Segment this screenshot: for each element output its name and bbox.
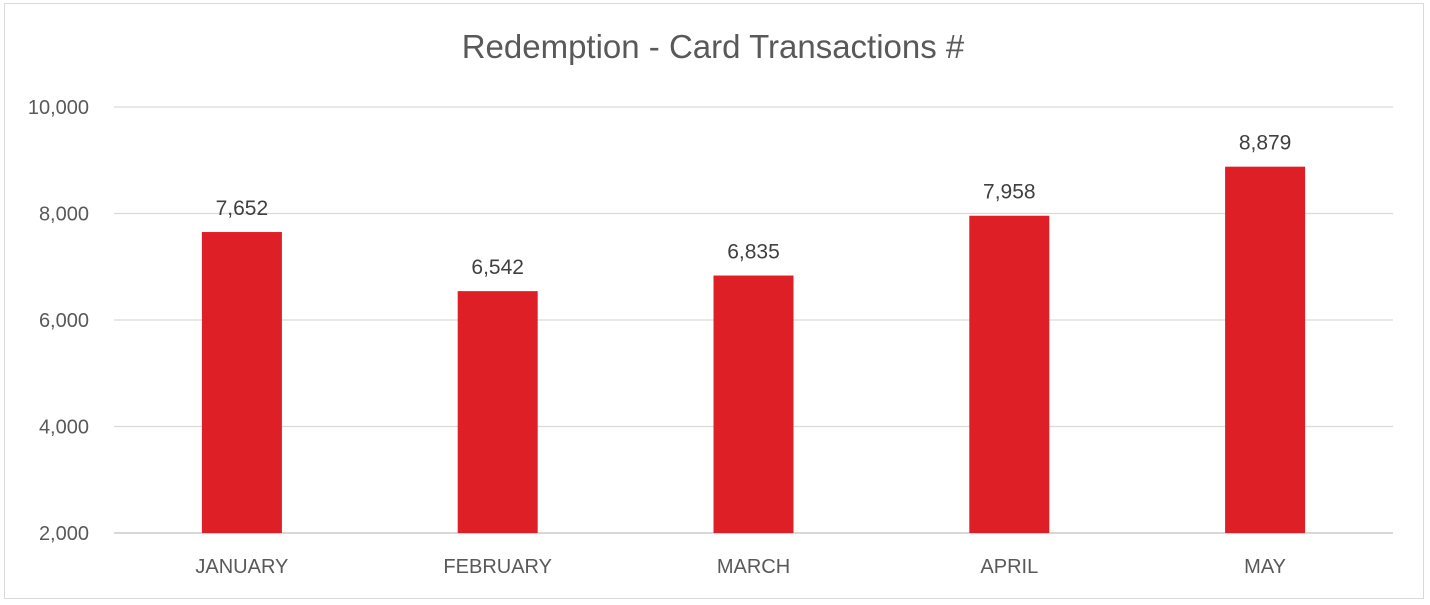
chart-title: Redemption - Card Transactions #	[461, 28, 965, 65]
bar	[1225, 166, 1306, 534]
y-tick-label: 2,000	[39, 523, 89, 545]
y-tick-label: 4,000	[39, 417, 89, 439]
data-label: 7,958	[983, 181, 1036, 204]
y-tick-label: 10,000	[28, 97, 89, 119]
data-label: 6,835	[727, 241, 780, 264]
bar	[969, 215, 1050, 533]
bar	[713, 275, 794, 533]
bar	[457, 291, 538, 533]
data-label: 7,652	[216, 197, 269, 220]
category-label: MARCH	[717, 556, 790, 578]
y-tick-label: 8,000	[39, 204, 89, 226]
y-tick-label: 6,000	[39, 310, 89, 332]
data-label: 8,879	[1239, 132, 1292, 155]
category-label: JANUARY	[195, 556, 288, 578]
data-label: 6,542	[471, 256, 524, 279]
category-label: MAY	[1244, 556, 1286, 578]
category-label: FEBRUARY	[443, 556, 552, 578]
category-label: APRIL	[980, 556, 1038, 578]
bar	[201, 232, 282, 533]
